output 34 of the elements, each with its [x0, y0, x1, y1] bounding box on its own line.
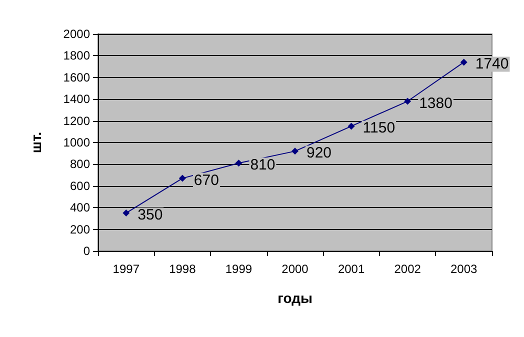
point	[235, 160, 242, 167]
y-tick-label: 800	[70, 157, 90, 172]
data-label: 1380	[419, 94, 452, 112]
point	[292, 148, 298, 155]
y-tick-label: 0	[83, 244, 90, 258]
x-tick-label: 1997	[112, 262, 140, 276]
point	[348, 122, 355, 130]
y-axis-title: шт.	[28, 132, 44, 154]
data-label: 920	[306, 144, 332, 162]
x-axis-title: годы	[278, 290, 312, 306]
data-label: 1740	[475, 56, 509, 73]
y-tick-label: 1200	[63, 114, 90, 128]
point	[460, 58, 468, 66]
x-tick-label: 1998	[169, 262, 196, 276]
y-tick-label: 400	[70, 200, 90, 215]
point	[404, 98, 412, 105]
y-tick-label: 2000	[63, 27, 90, 41]
data-label: 1150	[362, 120, 396, 137]
data-label: 810	[250, 156, 276, 174]
x-tick-label: 1999	[225, 262, 252, 276]
y-tick-label: 1600	[63, 70, 90, 84]
data-label: 350	[138, 206, 163, 224]
x-tick-label: 2002	[394, 262, 422, 276]
y-tick-label: 200	[70, 222, 90, 236]
y-tick-label: 1400	[63, 92, 90, 106]
x-tick-label: 2000	[282, 262, 309, 276]
y-tick-label: 1800	[63, 48, 90, 63]
point	[178, 174, 186, 182]
point	[122, 210, 130, 217]
y-tick-label: 600	[70, 178, 90, 193]
data-label: 670	[194, 172, 219, 189]
y-tick-label: 1000	[63, 136, 90, 150]
x-tick-label: 2003	[450, 262, 478, 276]
x-tick-label: 2001	[338, 262, 365, 276]
